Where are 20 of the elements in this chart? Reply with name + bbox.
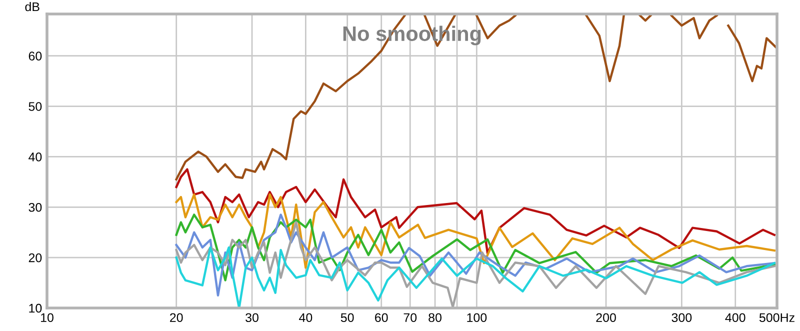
- y-tick-label: 30: [28, 202, 42, 212]
- y-tick-label: 10: [29, 304, 42, 313]
- x-tick-label: 80: [428, 313, 442, 322]
- x-tick-label: 60: [375, 313, 388, 322]
- y-axis-title: dB: [25, 2, 40, 12]
- y-tick-label: 60: [28, 52, 42, 61]
- x-tick-label: 20: [170, 313, 183, 322]
- x-tick-label: 50: [340, 313, 354, 322]
- x-tick-label: 40: [299, 313, 312, 322]
- x-tick-label: 100: [467, 313, 487, 322]
- x-tick-label: 10: [41, 313, 54, 322]
- x-tick-label: 500Hz: [759, 313, 794, 322]
- x-tick-label: 30: [246, 313, 258, 322]
- y-tick-label: 20: [28, 253, 42, 262]
- x-tick-label: 70: [404, 313, 417, 322]
- x-tick-label: 400: [725, 313, 746, 322]
- y-tick-label: 40: [28, 152, 42, 162]
- y-tick-label: 50: [28, 102, 42, 111]
- x-tick-label: 200: [596, 313, 616, 322]
- x-tick-label: 300: [672, 313, 692, 322]
